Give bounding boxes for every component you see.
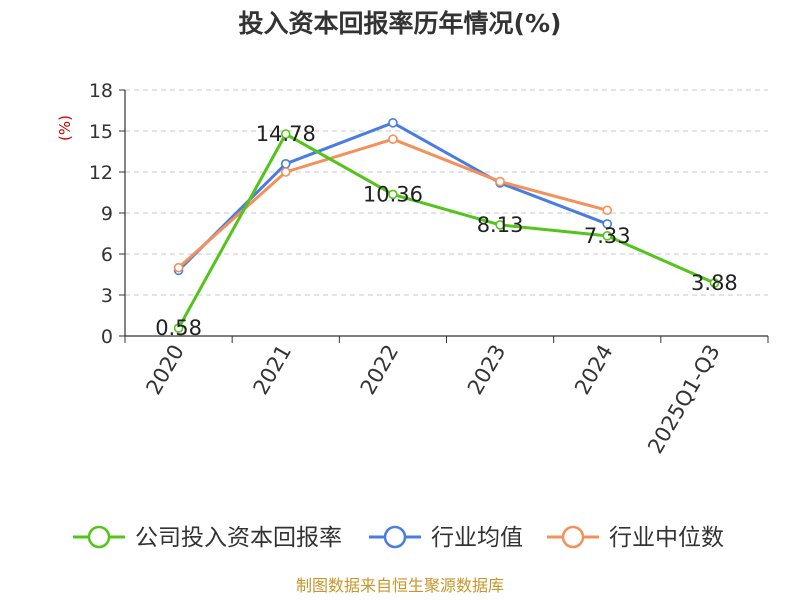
data-point[interactable] (388, 134, 398, 144)
data-label: 7.33 (584, 224, 631, 248)
data-point[interactable] (388, 118, 398, 128)
x-tick-label: 2022 (356, 341, 404, 399)
x-tick-label: 2020 (141, 341, 189, 399)
data-labels: 0.58 14.78 10.36 8.13 7.33 3.88 (155, 122, 738, 340)
legend[interactable]: 公司投入资本回报率 行业均值 行业中位数 (73, 525, 724, 551)
x-tick-label: 2025Q1-Q3 (643, 341, 725, 458)
x-tick-label: 2024 (570, 341, 618, 399)
data-source-note: 制图数据来自恒生聚源数据库 (296, 576, 504, 595)
data-label: 14.78 (256, 122, 316, 146)
x-tick-label: 2023 (463, 341, 511, 399)
chart-title: 投入资本回报率历年情况(%) (239, 9, 562, 38)
legend-marker (87, 525, 111, 549)
y-axis-label: (%) (56, 115, 74, 141)
data-point[interactable] (173, 323, 184, 333)
data-label: 3.88 (691, 271, 738, 295)
y-tick-label: 12 (89, 162, 113, 184)
data-point[interactable] (388, 189, 398, 200)
data-label: 8.13 (477, 213, 524, 237)
legend-item[interactable]: 公司投入资本回报率 (73, 525, 342, 551)
grid-lines (125, 89, 768, 296)
data-label: 0.58 (155, 316, 202, 340)
series-line (177, 132, 716, 329)
y-tick-label: 9 (101, 203, 113, 225)
data-point[interactable] (602, 205, 613, 216)
y-tick-label: 6 (101, 244, 113, 266)
data-point[interactable] (495, 220, 505, 230)
data-point[interactable] (495, 176, 505, 187)
data-point[interactable] (280, 159, 291, 169)
x-tick-label: 2021 (249, 341, 297, 399)
data-point[interactable] (173, 262, 184, 273)
data-label: 10.36 (363, 182, 423, 206)
y-tick-label: 15 (89, 121, 113, 143)
data-point[interactable] (602, 219, 613, 229)
legend-item[interactable]: 行业均值 (369, 525, 523, 551)
data-point[interactable] (709, 278, 720, 288)
y-tick-label: 0 (101, 326, 113, 348)
legend-marker (383, 525, 407, 549)
legend-label: 行业均值 (431, 525, 523, 551)
legend-label: 行业中位数 (609, 525, 724, 551)
data-point[interactable] (602, 231, 613, 241)
legend-marker (561, 525, 585, 549)
legend-item[interactable]: 行业中位数 (547, 525, 724, 551)
series-lines (173, 118, 720, 333)
legend-label: 公司投入资本回报率 (135, 525, 342, 551)
data-point[interactable] (280, 129, 291, 139)
y-tick-label: 3 (101, 285, 113, 307)
y-tick-label: 18 (89, 80, 113, 102)
data-point[interactable] (280, 167, 291, 177)
axes: 0 3 6 9 12 15 18 2020 2021 2022 2023 2024 2025Q1-Q3 (89, 80, 769, 458)
